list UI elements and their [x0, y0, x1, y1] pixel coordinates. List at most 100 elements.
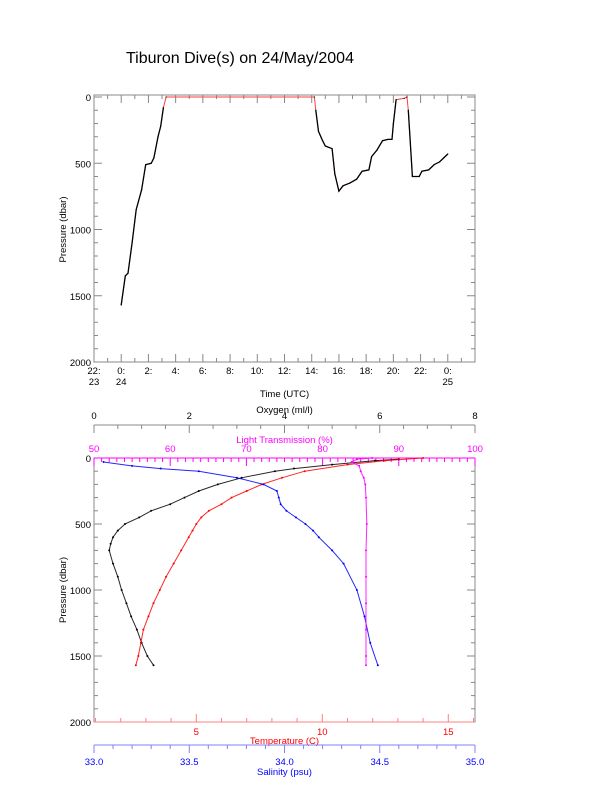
oxygen-point: [116, 529, 119, 532]
y-tick-label: 1500: [70, 652, 91, 663]
oxygen-point: [112, 536, 115, 539]
x-tick-label: 12:: [278, 366, 291, 377]
oxygen-profile-line: [108, 458, 399, 666]
salinity-tick-label: 33.0: [85, 757, 104, 768]
x-tick-label: 20:: [387, 366, 400, 377]
pressure-point: [150, 162, 152, 164]
pressure-point: [411, 175, 414, 178]
salinity-point: [317, 536, 320, 539]
temperature-point: [303, 470, 306, 473]
light-point: [350, 460, 353, 463]
light-point: [371, 457, 374, 459]
light-tick-label: 70: [241, 444, 252, 455]
pressure-point: [131, 242, 133, 244]
page-title: Tiburon Dive(s) on 24/May/2004: [126, 50, 354, 67]
salinity-point: [159, 467, 162, 470]
temperature-point: [191, 529, 194, 532]
salinity-point: [376, 664, 379, 667]
pressure-point: [349, 182, 351, 184]
pressure-point: [342, 185, 344, 187]
temperature-point: [172, 562, 175, 565]
salinity-profile-line: [103, 461, 379, 666]
salinity-point: [102, 460, 105, 463]
salinity-point: [197, 470, 200, 473]
light-point: [365, 664, 368, 667]
bottom-plot-frame: [93, 457, 476, 723]
pressure-point: [322, 140, 324, 142]
temperature-point: [142, 628, 145, 631]
pressure-point: [439, 161, 441, 163]
oxygen-point: [125, 602, 128, 605]
oxygen-point: [152, 664, 155, 667]
pressure-point: [447, 153, 449, 155]
y-tick-label: 1000: [70, 226, 91, 237]
light-tick-label: 100: [467, 444, 483, 455]
pressure-point: [391, 138, 393, 140]
oxygen-point: [116, 575, 119, 578]
pressure-trace: [315, 99, 397, 193]
pressure-point: [443, 157, 445, 159]
x-tick-label: 23: [89, 377, 100, 388]
pressure-trace: [120, 107, 165, 306]
light-tick-label: 80: [317, 444, 328, 455]
salinity-point: [312, 529, 315, 532]
oxygen-point: [112, 562, 115, 565]
salinity-point: [285, 509, 288, 512]
light-profile-line: [350, 457, 373, 666]
y-tick-label: 500: [75, 159, 91, 170]
pressure-point: [368, 169, 370, 171]
oxygen-point: [150, 509, 153, 512]
salinity-point: [279, 503, 282, 506]
oxygen-point: [138, 516, 141, 519]
y-tick-label: 500: [75, 520, 91, 531]
pressure-point: [127, 272, 129, 274]
temperature-tick-label: 5: [194, 727, 199, 738]
oxygen-point: [240, 476, 243, 479]
salinity-point: [355, 589, 358, 591]
oxygen-point: [331, 463, 334, 466]
pressure-point: [370, 156, 373, 158]
x-tick-label: 6:: [199, 366, 207, 377]
temperature-tick-label: 15: [443, 727, 454, 738]
temperature-point: [195, 523, 198, 525]
oxygen-point: [216, 483, 219, 486]
pressure-point: [313, 96, 316, 98]
light-tick-label: 90: [394, 444, 405, 455]
pressure-point: [141, 189, 143, 191]
pressure-point: [165, 96, 167, 98]
y-tick-label: 0: [86, 454, 91, 465]
x-tick-label: 16:: [332, 366, 345, 377]
oxygen-tick-label: 2: [187, 411, 192, 422]
salinity-point: [363, 615, 366, 618]
salinity-point: [331, 549, 334, 552]
salinity-tick-label: 35.0: [466, 757, 485, 768]
light-point: [364, 483, 367, 486]
pressure-point: [124, 275, 126, 277]
x-tick-label: 14:: [305, 366, 318, 377]
light-point: [365, 655, 368, 657]
y-tick-label: 2000: [70, 718, 91, 729]
pressure-point: [120, 304, 122, 306]
pressure-point: [376, 149, 378, 151]
pressure-point: [145, 163, 147, 166]
pressure-point: [153, 157, 155, 159]
pressure-point: [406, 96, 408, 98]
oxygen-point: [120, 589, 123, 591]
x-axis-label: Time (UTC): [260, 389, 309, 400]
temperature-point: [230, 496, 233, 499]
pressure-point: [157, 136, 159, 138]
y-axis-label: Pressure (dbar): [58, 197, 69, 263]
temperature-point: [220, 503, 223, 506]
temperature-point: [137, 655, 140, 657]
pressure-point: [421, 170, 423, 172]
y-tick-label: 0: [86, 93, 91, 104]
oxygen-point: [183, 496, 186, 499]
salinity-tick-label: 34.5: [371, 757, 390, 768]
pressure-point: [395, 99, 397, 101]
pressure-point: [356, 178, 358, 180]
light-point: [365, 496, 368, 499]
temperature-point: [147, 615, 150, 618]
light-point: [362, 476, 365, 479]
pressure-point: [315, 109, 317, 111]
